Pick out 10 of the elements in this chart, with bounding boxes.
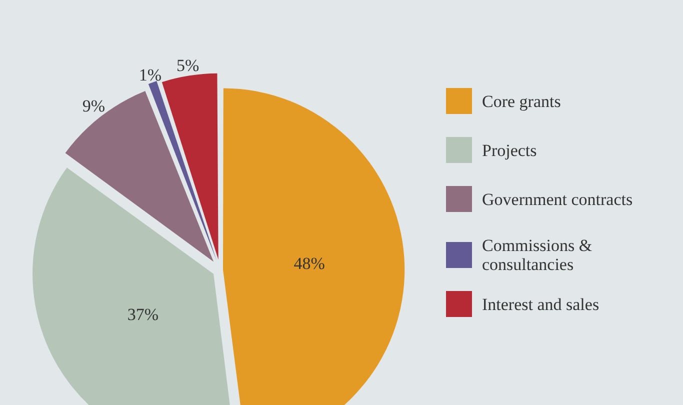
data-label: 5%: [176, 56, 200, 76]
legend-label: Interest and sales: [482, 294, 600, 314]
legend-label: Commissions & consultancies: [482, 236, 594, 274]
legend-label: Government contracts: [482, 190, 633, 208]
data-label: 1%: [138, 66, 162, 85]
data-label: 9%: [82, 96, 106, 116]
legend-label: Core grants: [482, 92, 561, 110]
data-label: 37%: [127, 305, 159, 324]
legend-label: Projects: [482, 140, 537, 160]
data-label: 48%: [294, 254, 325, 273]
